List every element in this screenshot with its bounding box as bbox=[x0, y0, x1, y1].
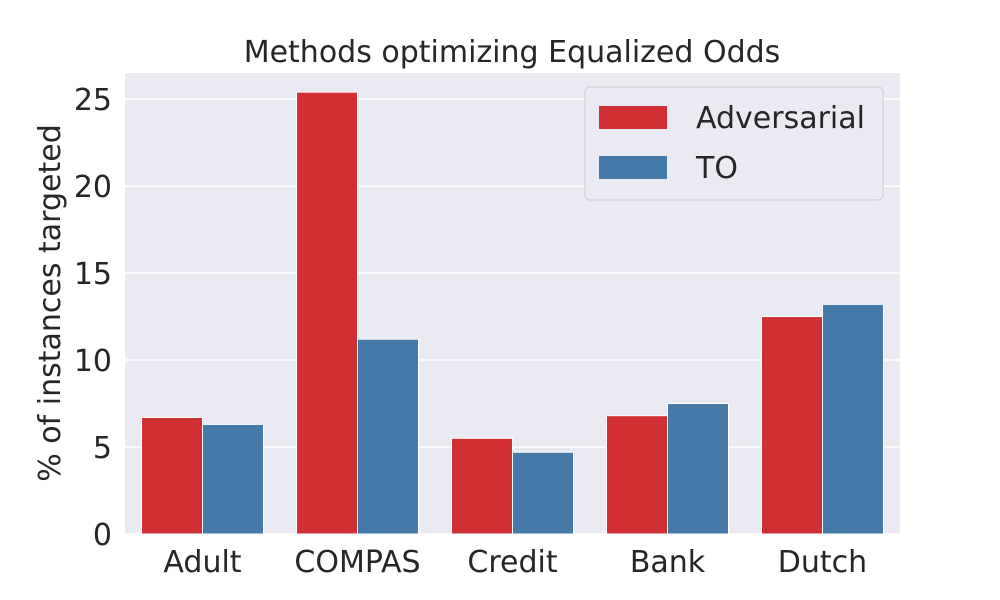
x-tick-label: Adult bbox=[163, 545, 241, 580]
bar-adversarial-credit bbox=[451, 437, 513, 535]
bar-adversarial-adult bbox=[141, 416, 203, 535]
legend-swatch-adversarial bbox=[599, 106, 667, 129]
legend-label-to: TO bbox=[695, 151, 738, 186]
y-tick-label: 20 bbox=[74, 170, 112, 205]
bar-adversarial-dutch bbox=[761, 316, 823, 535]
y-axis-ticks: 0 5 10 15 20 25 bbox=[74, 83, 112, 553]
legend-swatch-to bbox=[599, 156, 667, 179]
bar-to-compas bbox=[357, 338, 419, 535]
x-tick-label: Bank bbox=[630, 545, 706, 580]
bar-adversarial-bank bbox=[606, 415, 668, 535]
bars bbox=[141, 91, 884, 535]
bar-adversarial-compas bbox=[296, 91, 358, 535]
y-tick-label: 5 bbox=[93, 431, 112, 466]
bar-to-adult bbox=[202, 423, 264, 535]
y-tick-label: 10 bbox=[74, 344, 112, 379]
y-tick-label: 0 bbox=[93, 518, 112, 553]
x-tick-label: Dutch bbox=[778, 545, 867, 580]
bar-to-bank bbox=[667, 403, 729, 535]
x-tick-label: COMPAS bbox=[294, 545, 420, 580]
legend-label-adversarial: Adversarial bbox=[696, 101, 865, 136]
bar-to-dutch bbox=[822, 303, 884, 535]
y-tick-label: 15 bbox=[74, 257, 112, 292]
y-axis-label: % of instances targeted bbox=[33, 124, 68, 481]
x-tick-label: Credit bbox=[467, 545, 557, 580]
chart-title: Methods optimizing Equalized Odds bbox=[244, 35, 781, 70]
legend: Adversarial TO bbox=[584, 86, 884, 201]
y-tick-label: 25 bbox=[74, 83, 112, 118]
x-axis-ticks: Adult COMPAS Credit Bank Dutch bbox=[163, 545, 867, 580]
bar-to-credit bbox=[512, 451, 574, 535]
